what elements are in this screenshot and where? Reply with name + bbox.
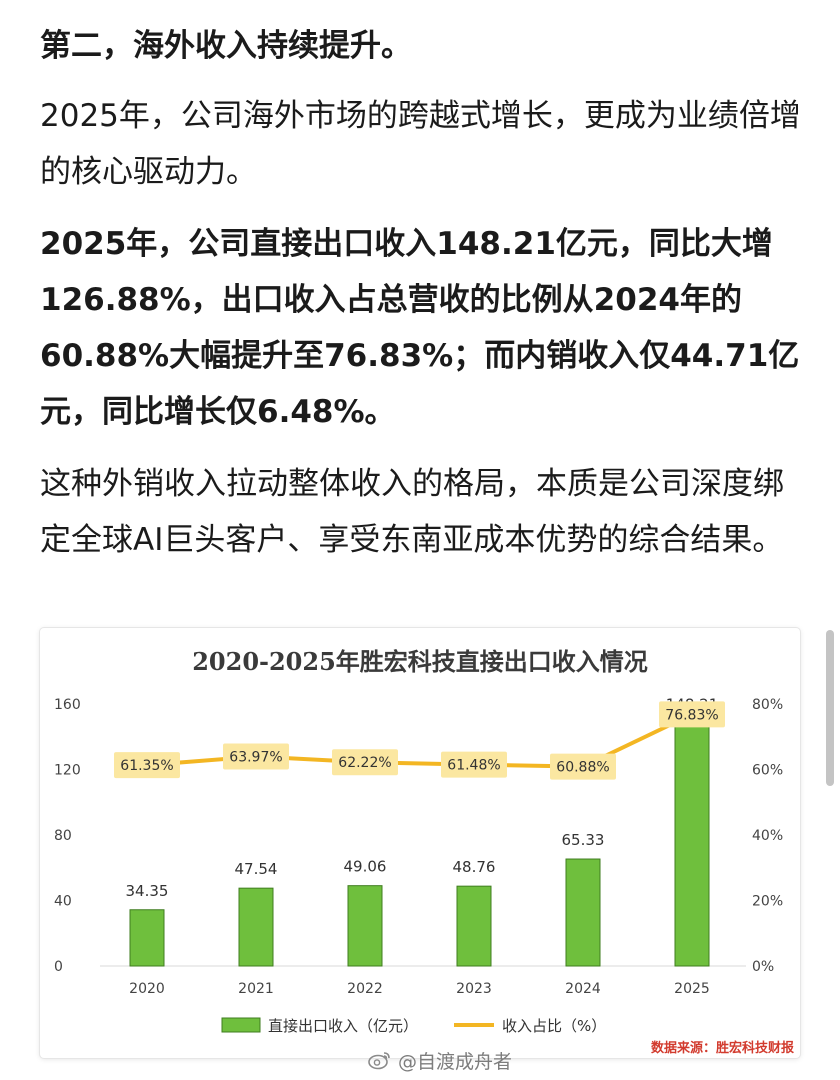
ratio-label-box [441, 751, 507, 778]
bar-2021 [238, 887, 274, 967]
ratio-label: 61.35% [120, 758, 173, 774]
x-tick-label: 2025 [674, 981, 710, 997]
bar-value-label: 65.33 [562, 831, 605, 849]
x-tick-label: 2021 [238, 981, 274, 997]
y-right-tick-label: 40% [752, 828, 783, 844]
ratio-label: 61.48% [447, 758, 500, 774]
legend-bar-label: 直接出口收入（亿元） [268, 1017, 418, 1035]
paragraph-2: 2025年，公司直接出口收入148.21亿元，同比大增126.88%，出口收入占… [40, 226, 800, 430]
ratio-label-box [659, 701, 725, 728]
source-note: 数据来源：胜宏科技财报 [651, 1040, 795, 1056]
y-right-tick-label: 80% [752, 697, 783, 713]
bar-value-label: 34.35 [126, 882, 169, 900]
y-right-tick-label: 0% [752, 959, 774, 975]
paragraph-1: 2025年，公司海外市场的跨越式增长，更成为业绩倍增的核心驱动力。 [40, 98, 801, 190]
y-right-tick-label: 20% [752, 894, 783, 910]
bar-value-label: 47.54 [235, 860, 278, 878]
bar-2025 [674, 722, 710, 967]
x-tick-label: 2024 [565, 981, 601, 997]
bar-2024 [565, 858, 601, 967]
y-left-tick-label: 40 [54, 894, 72, 910]
x-tick-label: 2022 [347, 981, 383, 997]
y-left-tick-label: 160 [54, 697, 81, 713]
ratio-label-box [332, 749, 398, 776]
chart-image: 2020-2025年胜宏科技直接出口收入情况 0 40 80 120 160 0% 20% 40… [40, 628, 800, 1058]
x-tick-label: 2020 [129, 981, 165, 997]
ratio-label: 60.88% [556, 760, 609, 776]
ratio-label-box [114, 752, 180, 779]
ratio-label: 62.22% [338, 755, 391, 771]
ratio-label-box [223, 743, 289, 770]
article-heading: 第二，海外收入持续提升。 [40, 28, 412, 64]
ratio-label: 76.83% [665, 707, 718, 723]
x-tick-label: 2023 [456, 981, 492, 997]
legend-bar-swatch [221, 1017, 261, 1033]
ratio-label: 63.97% [229, 749, 282, 765]
scrollbar-thumb[interactable] [826, 630, 834, 786]
paragraph-3: 这种外销收入拉动整体收入的格局，本质是公司深度绑定全球AI巨头客户、享受东南亚成… [40, 466, 784, 558]
bar-2023 [456, 885, 492, 967]
export-revenue-chart: 2020-2025年胜宏科技直接出口收入情况 0 40 80 120 160 0% 20% 40… [54, 647, 795, 1056]
y-right-tick-label: 60% [752, 763, 783, 779]
legend-line-label: 收入占比（%） [502, 1017, 606, 1035]
bar-value-label: 49.06 [344, 858, 387, 876]
y-left-tick-label: 0 [54, 959, 63, 975]
bar-2020 [129, 909, 165, 967]
bar-value-label: 48.76 [453, 858, 496, 876]
y-left-tick-label: 120 [54, 763, 81, 779]
chart-title: 2020-2025年胜宏科技直接出口收入情况 [192, 647, 648, 676]
bar-2022 [347, 885, 383, 967]
weibo-icon [368, 1052, 390, 1070]
watermark: @自渡成舟者 [368, 1046, 512, 1074]
article: 第二，海外收入持续提升。 2025年，公司海外市场的跨越式增长，更成为业绩倍增的… [40, 20, 812, 584]
ratio-label-box [550, 753, 616, 780]
y-left-tick-label: 80 [54, 828, 72, 844]
watermark-text: @自渡成舟者 [398, 1050, 513, 1073]
